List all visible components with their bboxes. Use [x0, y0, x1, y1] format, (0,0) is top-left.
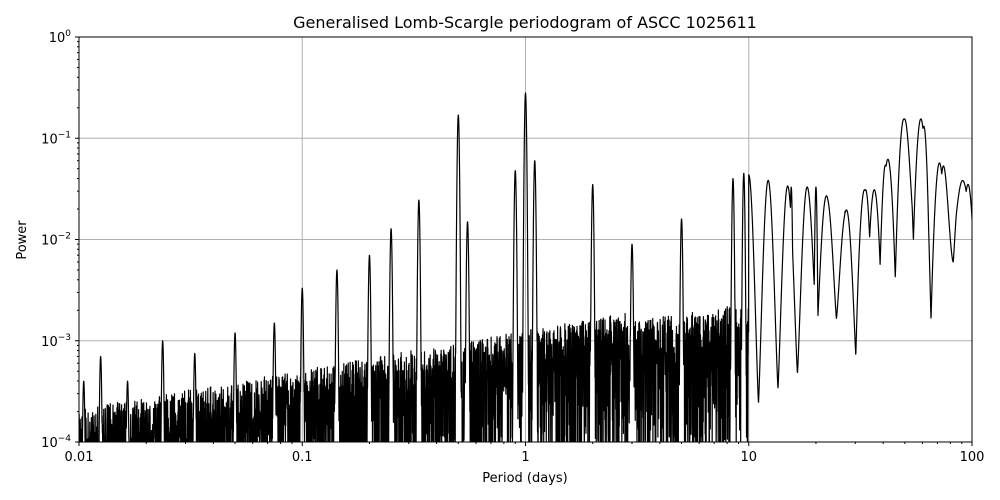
y-tick-exponent: 0	[65, 29, 71, 39]
x-tick-label: 100	[960, 450, 985, 465]
series-layer	[79, 92, 972, 442]
y-tick-base: 10	[41, 436, 58, 451]
x-tick-label: 10	[740, 450, 757, 465]
y-tick-label: 100	[49, 29, 72, 46]
y-tick-base: 10	[49, 31, 66, 46]
y-tick-exponent: −4	[58, 434, 72, 444]
y-axis-label: Power	[15, 220, 30, 260]
y-tick-exponent: −1	[58, 130, 71, 140]
x-tick-label: 0.01	[65, 450, 94, 465]
y-tick-base: 10	[41, 132, 58, 147]
y-tick-exponent: −2	[58, 232, 71, 242]
y-tick-base: 10	[41, 234, 58, 249]
power-series-line	[79, 92, 972, 442]
x-axis-label: Period (days)	[482, 471, 568, 486]
chart-title: Generalised Lomb-Scargle periodogram of …	[293, 13, 757, 32]
y-tick-label: 10−2	[41, 232, 71, 249]
y-tick-label: 10−1	[41, 130, 71, 147]
y-tick-exponent: −3	[58, 333, 71, 343]
y-tick-label: 10−3	[41, 333, 71, 350]
y-tick-label: 10−4	[41, 434, 71, 451]
x-tick-label: 1	[521, 450, 529, 465]
x-tick-label: 0.1	[292, 450, 313, 465]
y-tick-base: 10	[41, 335, 58, 350]
